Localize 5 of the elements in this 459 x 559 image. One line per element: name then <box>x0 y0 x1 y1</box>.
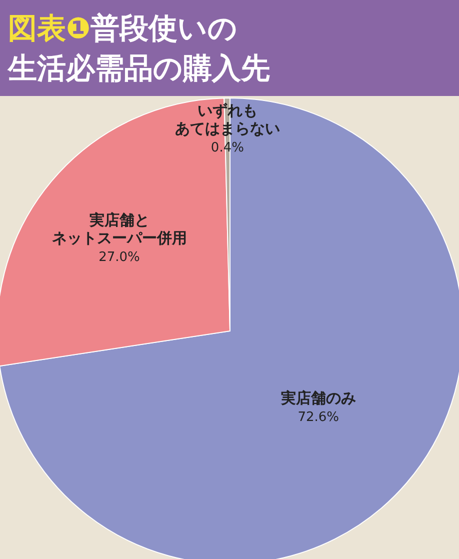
slice-label: 実店舗のみ <box>280 388 356 407</box>
data-label: 72.6% <box>298 410 340 425</box>
chart-title: 図表❶普段使いの生活必需品の購入先 <box>7 11 270 85</box>
slice-label: 実店舗とネットスーパー併用 <box>52 211 187 248</box>
data-label: 27.0% <box>98 250 140 266</box>
